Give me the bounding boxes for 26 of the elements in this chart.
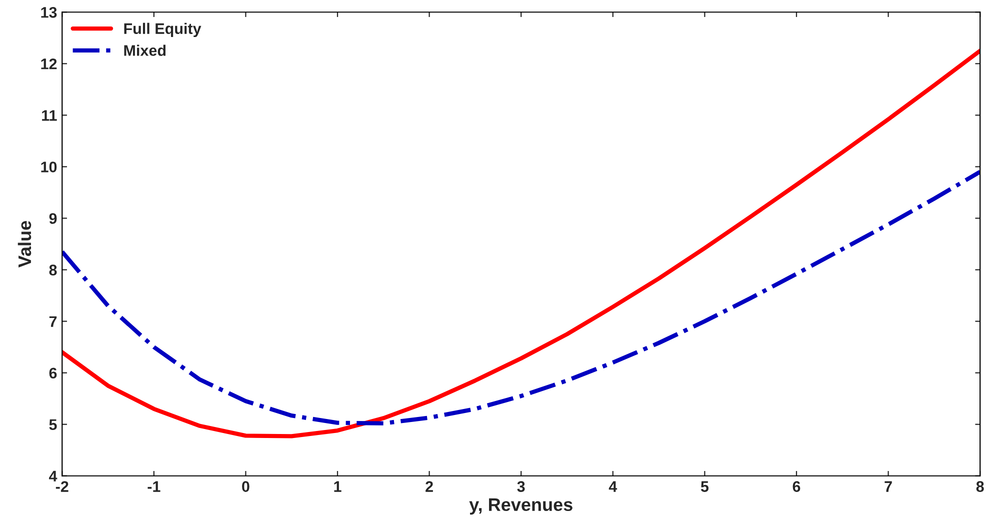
y-tick-label: 12 — [41, 58, 57, 70]
y-tick-label: 7 — [49, 316, 57, 327]
x-tick-label: -2 — [56, 481, 68, 492]
y-tick-label: 5 — [49, 419, 57, 430]
x-tick-label: 7 — [884, 481, 892, 492]
x-tick-label: 0 — [242, 481, 250, 492]
x-tick-label: 3 — [517, 481, 525, 492]
y-tick-label: 4 — [48, 470, 58, 482]
x-tick-label: 8 — [976, 481, 984, 492]
y-tick-label: 11 — [42, 110, 57, 121]
x-tick-label: 1 — [334, 481, 342, 492]
x-axis-title: y, Revenues — [469, 498, 572, 515]
line-series — [62, 170, 980, 426]
y-axis-title: Value — [18, 221, 32, 268]
y-tick-label: 10 — [41, 162, 57, 172]
x-tick-label: 2 — [426, 481, 433, 492]
x-tick-label: 4 — [608, 481, 618, 492]
legend-label: Full Equity — [124, 22, 202, 38]
legend-label: Mixed — [124, 44, 166, 56]
y-tick-label: 9 — [49, 213, 57, 224]
x-tick-label: 6 — [792, 481, 800, 492]
x-tick-label: -1 — [148, 481, 160, 492]
y-tick-label: 6 — [49, 368, 57, 379]
y-tick-label: 13 — [41, 6, 57, 18]
x-tick-label: 5 — [700, 481, 709, 492]
y-tick-label: 8 — [49, 264, 57, 276]
